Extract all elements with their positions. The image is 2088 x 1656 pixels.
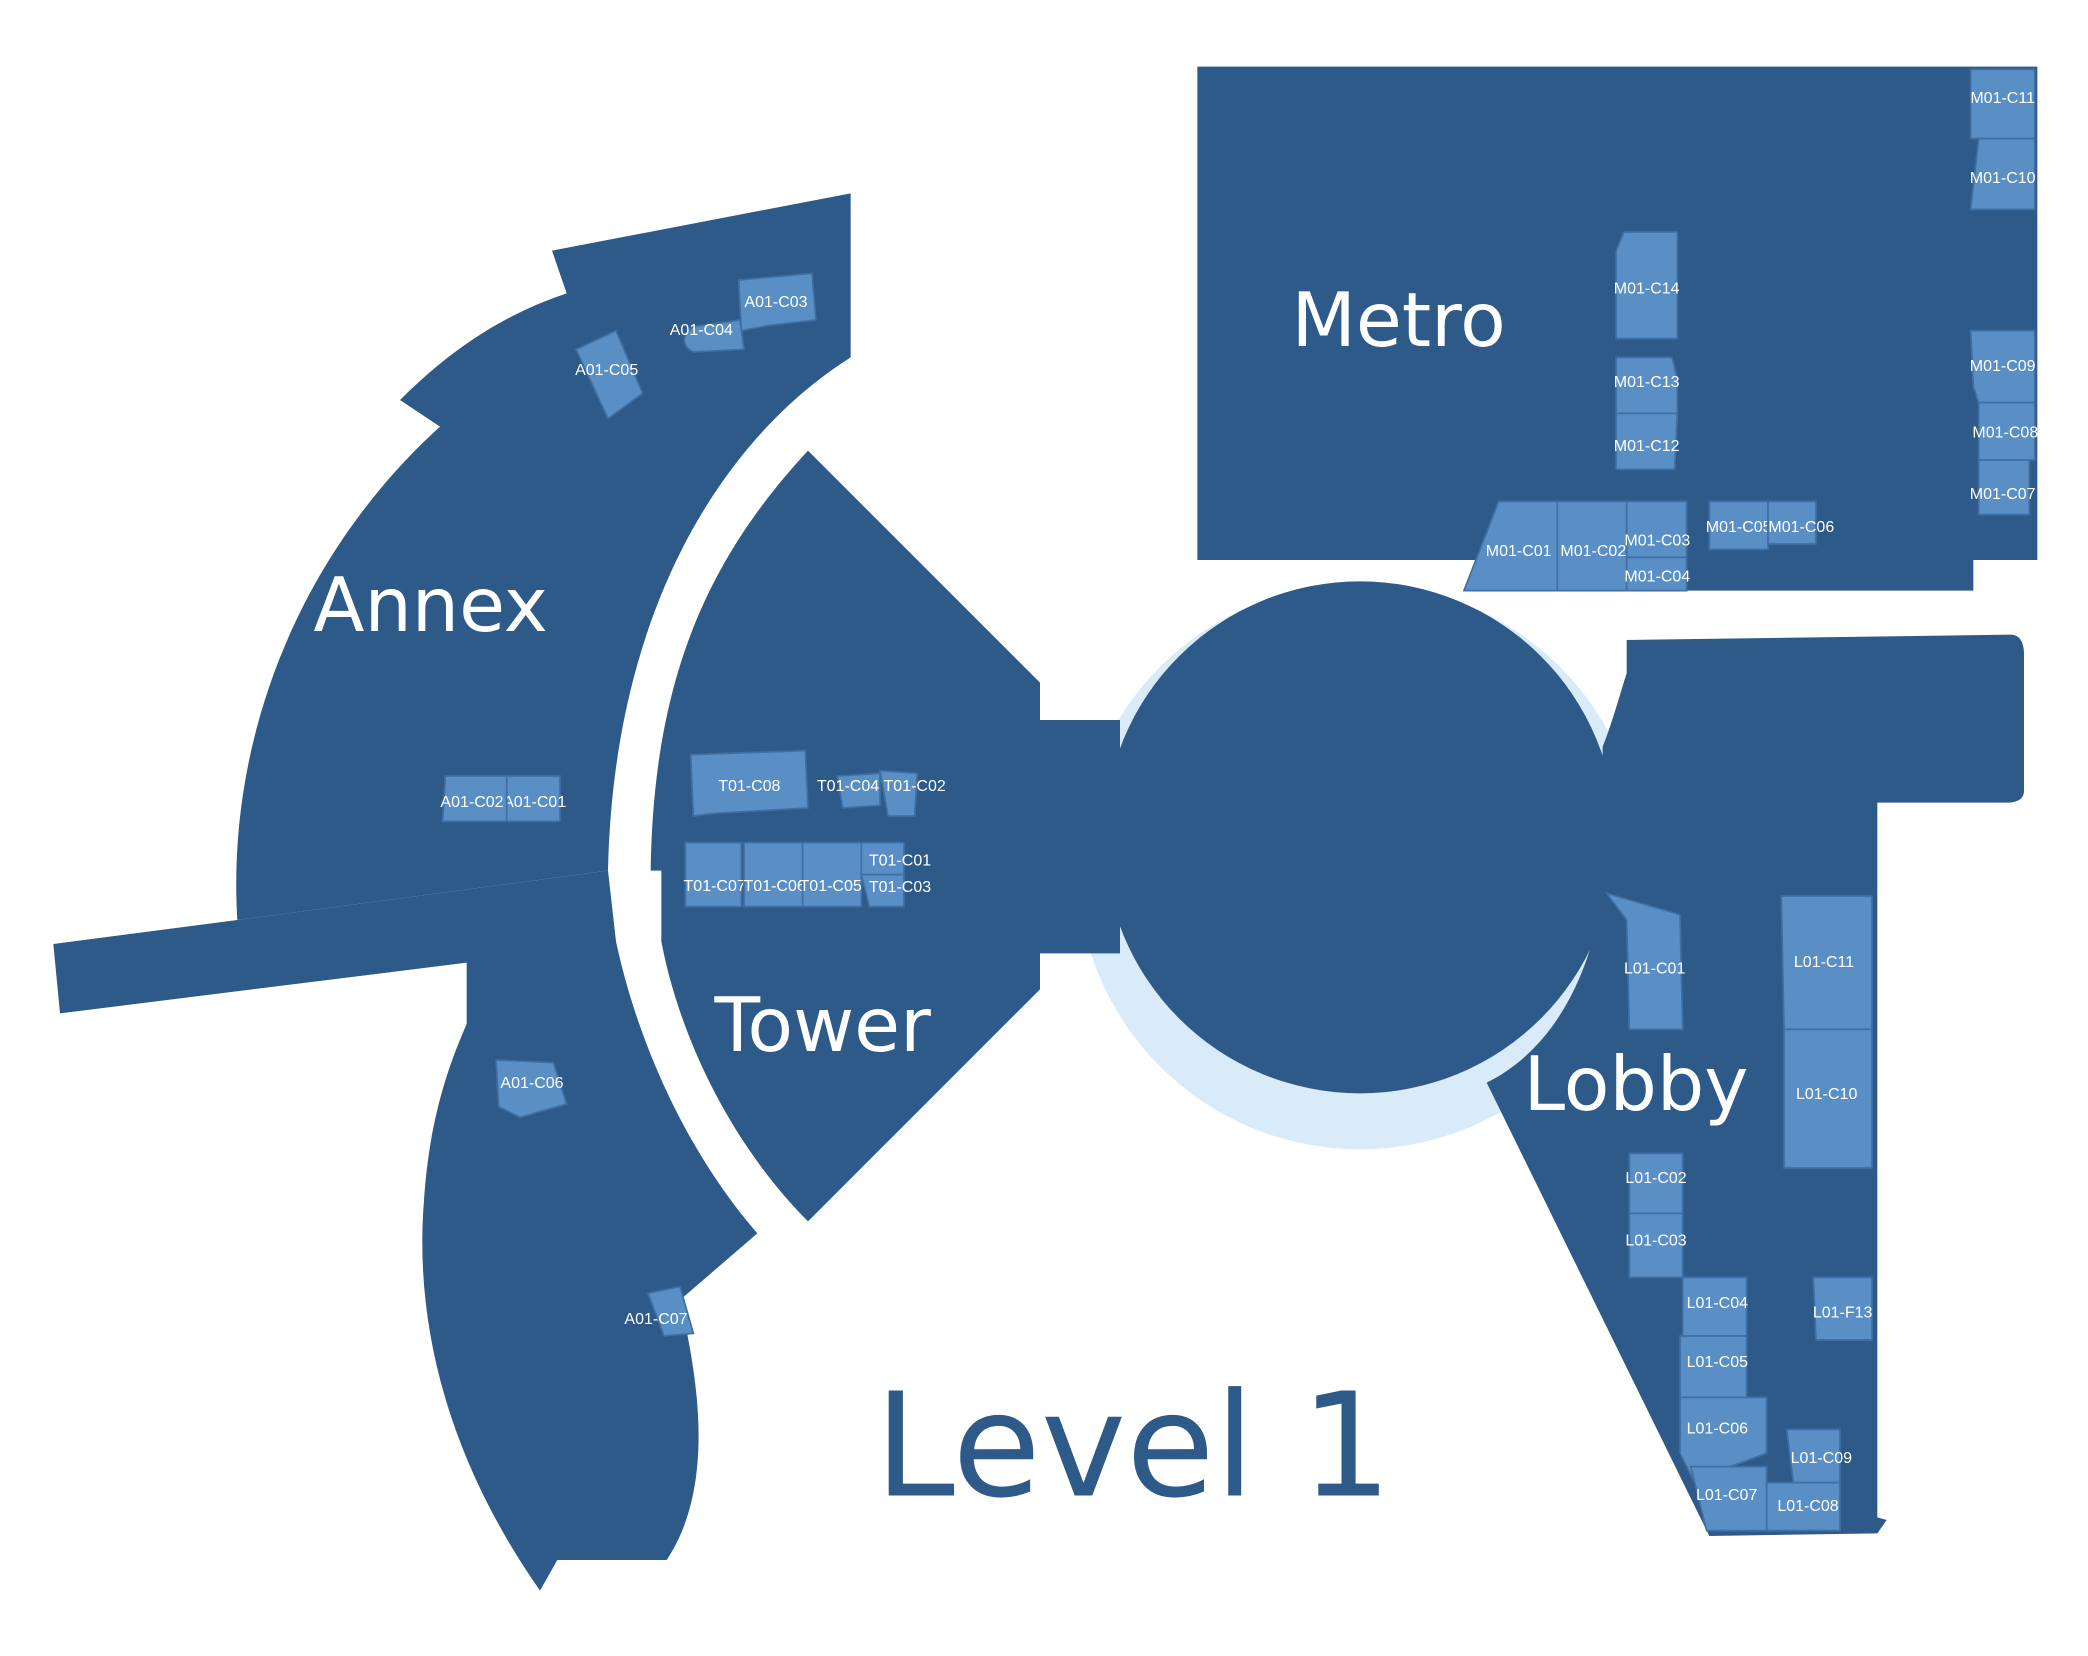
room-label: M01-C10: [1970, 170, 2036, 187]
room-label: T01-C08: [718, 778, 780, 795]
room-label: L01-C09: [1791, 1450, 1852, 1467]
room-a01-c04[interactable]: A01-C04: [670, 319, 745, 353]
room-m01-c08[interactable]: M01-C08: [1972, 401, 2038, 461]
room-m01-c05[interactable]: M01-C05: [1706, 500, 1772, 551]
room-m01-c02[interactable]: M01-C02: [1556, 500, 1628, 592]
room-label: M01-C11: [1970, 90, 2035, 107]
metro-rooms: M01-C11 M01-C10 M01-C14 M01-C13 M01-C12 …: [1462, 68, 2038, 592]
lobby-building: [1486, 634, 2024, 1536]
room-t01-c07[interactable]: T01-C07: [684, 841, 746, 908]
room-t01-c04[interactable]: T01-C04: [817, 772, 881, 809]
annex-label: Annex: [313, 562, 548, 649]
room-label: A01-C01: [503, 794, 566, 811]
room-m01-c06[interactable]: M01-C06: [1767, 500, 1834, 545]
room-label: L01-C05: [1687, 1354, 1748, 1371]
room-label: T01-C04: [817, 778, 879, 795]
room-l01-c04[interactable]: L01-C04: [1681, 1276, 1748, 1337]
room-label: M01-C08: [1972, 425, 2038, 442]
room-m01-c09[interactable]: M01-C09: [1969, 329, 2036, 404]
annex-rooms: A01-C01 A01-C02 A01-C03 A01-C04 A01-C05 …: [440, 272, 817, 1337]
room-l01-c08[interactable]: L01-C08: [1765, 1481, 1841, 1532]
room-l01-c11[interactable]: L01-C11: [1780, 895, 1873, 1031]
room-label: A01-C03: [744, 294, 807, 311]
room-l01-c03[interactable]: L01-C03: [1625, 1212, 1687, 1279]
room-label: A01-C07: [624, 1311, 687, 1328]
room-label: L01-F13: [1813, 1305, 1873, 1322]
room-m01-c10[interactable]: M01-C10: [1969, 137, 2036, 211]
room-label: T01-C02: [884, 778, 946, 795]
room-label: L01-C02: [1625, 1170, 1686, 1187]
lobby-wing: [1486, 634, 2024, 1536]
room-a01-c05[interactable]: A01-C05: [574, 329, 644, 420]
room-m01-c13[interactable]: M01-C13: [1614, 356, 1680, 415]
room-label: T01-C07: [684, 878, 746, 895]
room-t01-c06[interactable]: T01-C06: [743, 841, 806, 908]
room-label: M01-C06: [1768, 519, 1834, 536]
room-label: L01-C04: [1687, 1295, 1748, 1312]
level-title: Level 1: [875, 1362, 1393, 1530]
room-l01-c05[interactable]: L01-C05: [1679, 1335, 1748, 1399]
tower-label: Tower: [714, 982, 932, 1069]
room-label: T01-C05: [800, 878, 862, 895]
room-label: M01-C09: [1970, 358, 2036, 375]
room-t01-c03[interactable]: T01-C03: [860, 873, 931, 908]
room-m01-c04[interactable]: M01-C04: [1624, 556, 1690, 592]
room-m01-c11[interactable]: M01-C11: [1969, 68, 2036, 140]
room-l01-c02[interactable]: L01-C02: [1625, 1152, 1687, 1215]
room-label: A01-C02: [440, 794, 503, 811]
room-m01-c12[interactable]: M01-C12: [1614, 412, 1680, 471]
room-a01-c06[interactable]: A01-C06: [495, 1059, 568, 1119]
room-t01-c01[interactable]: T01-C01: [860, 841, 931, 876]
room-l01-c10[interactable]: L01-C10: [1783, 1028, 1873, 1169]
room-label: M01-C05: [1706, 519, 1772, 536]
room-l01-f13[interactable]: L01-F13: [1812, 1276, 1873, 1341]
lobby-label: Lobby: [1524, 1041, 1749, 1128]
room-t01-c05[interactable]: T01-C05: [800, 841, 863, 908]
room-t01-c02[interactable]: T01-C02: [878, 769, 946, 817]
tower-rooms: T01-C08 T01-C04 T01-C02 T01-C07 T01-C06 …: [684, 749, 946, 908]
room-label: L01-C01: [1624, 961, 1685, 978]
room-label: M01-C14: [1614, 281, 1680, 298]
room-label: A01-C04: [670, 322, 733, 339]
room-l01-c09[interactable]: L01-C09: [1785, 1428, 1852, 1484]
room-label: M01-C03: [1624, 533, 1690, 550]
atrium-circle: [1104, 581, 1616, 1094]
room-label: L01-C03: [1625, 1233, 1686, 1250]
room-l01-c07[interactable]: L01-C07: [1689, 1465, 1768, 1532]
tower-wing: [650, 450, 1120, 1222]
room-label: M01-C02: [1560, 543, 1626, 560]
room-m01-c03[interactable]: M01-C03: [1624, 500, 1690, 559]
room-label: M01-C12: [1614, 438, 1680, 455]
room-a01-c07[interactable]: A01-C07: [624, 1285, 695, 1337]
annex-outer-wing: [236, 193, 851, 921]
room-label: L01-C07: [1696, 1487, 1757, 1504]
room-label: L01-C10: [1796, 1086, 1857, 1103]
room-label: M01-C13: [1614, 374, 1680, 391]
room-a01-c02[interactable]: A01-C02: [440, 775, 508, 823]
room-label: A01-C06: [500, 1075, 563, 1092]
room-l01-c01[interactable]: L01-C01: [1604, 891, 1686, 1031]
room-label: T01-C06: [744, 878, 806, 895]
room-label: M01-C04: [1624, 569, 1690, 586]
metro-label: Metro: [1291, 277, 1505, 364]
room-label: L01-C11: [1794, 954, 1854, 971]
room-label: T01-C03: [869, 879, 931, 896]
room-t01-c08[interactable]: T01-C08: [689, 749, 809, 817]
room-m01-c14[interactable]: M01-C14: [1614, 231, 1680, 340]
room-a01-c03[interactable]: A01-C03: [737, 272, 817, 332]
room-label: L01-C06: [1687, 1421, 1748, 1438]
annex-west-arm: [53, 870, 617, 1014]
room-label: A01-C05: [575, 362, 638, 379]
room-m01-c07[interactable]: M01-C07: [1970, 459, 2036, 516]
room-a01-c01[interactable]: A01-C01: [503, 775, 566, 823]
room-label: T01-C01: [869, 853, 931, 870]
room-label: M01-C01: [1486, 543, 1552, 560]
tower-building: [650, 450, 1120, 1222]
room-label: M01-C07: [1970, 486, 2036, 503]
lobby-rooms: L01-C01 L01-C11 L01-C10 L01-C02 L01-C03 …: [1604, 891, 1873, 1532]
room-label: L01-C08: [1777, 1498, 1838, 1515]
